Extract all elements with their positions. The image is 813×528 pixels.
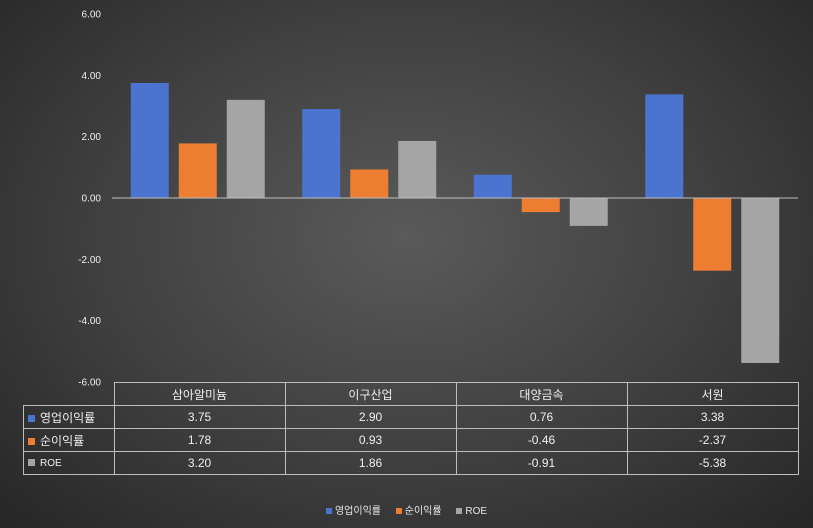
series-name: 영업이익률: [40, 410, 96, 425]
table-cell: 2.90: [284, 405, 457, 429]
table-cell: -0.46: [455, 428, 628, 452]
legend-item: ROE: [456, 506, 487, 517]
category-header: 삼아알미늄: [113, 382, 286, 406]
bar: [693, 198, 732, 271]
bar: [569, 198, 608, 226]
series-name: ROE: [40, 457, 62, 469]
table-cell: 1.86: [284, 451, 457, 475]
table-header-row: 삼아알미늄 이구산업 대양금속 서원: [23, 382, 799, 406]
y-tick-label: -2.00: [78, 255, 101, 266]
category-header: 서원: [626, 382, 799, 406]
table-cell: -2.37: [626, 428, 799, 452]
table-cell: 3.20: [113, 451, 286, 475]
row-header: 순이익률: [23, 428, 115, 452]
y-tick-label: 2.00: [82, 132, 102, 143]
legend-label: ROE: [465, 506, 488, 517]
series-name: 순이익률: [40, 433, 85, 448]
bar: [398, 140, 437, 198]
legend-swatch-icon: [395, 508, 402, 515]
bar: [473, 174, 512, 198]
table-cell: 3.75: [113, 405, 286, 429]
table-cell: 3.38: [626, 405, 799, 429]
table-cell: 0.76: [455, 405, 628, 429]
y-tick-label: 6.00: [82, 10, 102, 21]
legend-item: 영업이익률: [325, 502, 381, 517]
table-cell: 1.78: [113, 428, 286, 452]
bar: [350, 169, 389, 198]
chart-legend: 영업이익률 순이익률 ROE: [0, 502, 813, 517]
bar: [178, 143, 217, 198]
series-key-icon: [28, 459, 35, 467]
bar: [130, 83, 169, 198]
table-cell: 0.93: [284, 428, 457, 452]
series-key-icon: [28, 437, 35, 445]
series-key-icon: [28, 414, 35, 422]
table-row: 영업이익률 3.75 2.90 0.76 3.38: [23, 405, 799, 429]
bar: [302, 109, 341, 198]
table-row: ROE 3.20 1.86 -0.91 -5.38: [23, 451, 799, 475]
table-cell: -0.91: [455, 451, 628, 475]
legend-label: 영업이익률: [334, 506, 381, 517]
data-table: 삼아알미늄 이구산업 대양금속 서원 영업이익률 3.75 2.90 0.76 …: [23, 382, 799, 475]
legend-item: 순이익률: [395, 502, 442, 517]
bar: [741, 198, 780, 363]
table-cell: -5.38: [626, 451, 799, 475]
bar: [226, 99, 265, 198]
legend-label: 순이익률: [404, 506, 442, 517]
y-tick-label: 0.00: [82, 194, 102, 205]
y-tick-label: 4.00: [82, 71, 102, 82]
bar: [645, 94, 684, 198]
row-header: 영업이익률: [23, 405, 115, 429]
bar: [521, 198, 560, 213]
row-header: ROE: [23, 451, 115, 475]
table-row: 순이익률 1.78 0.93 -0.46 -2.37: [23, 428, 799, 452]
legend-swatch-icon: [325, 508, 332, 515]
y-tick-label: -4.00: [78, 316, 101, 327]
category-header: 대양금속: [455, 382, 628, 406]
legend-swatch-icon: [456, 508, 463, 515]
category-header: 이구산업: [284, 382, 457, 406]
